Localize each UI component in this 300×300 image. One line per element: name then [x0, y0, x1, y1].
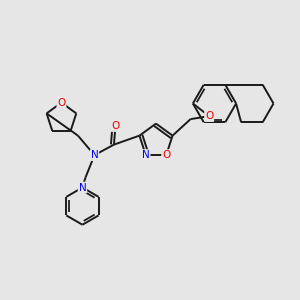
Text: N: N — [142, 150, 150, 160]
Text: O: O — [111, 121, 120, 131]
Text: N: N — [79, 182, 86, 193]
Text: O: O — [162, 150, 170, 160]
Text: N: N — [91, 150, 98, 160]
Text: O: O — [57, 98, 66, 108]
Text: O: O — [205, 111, 213, 121]
